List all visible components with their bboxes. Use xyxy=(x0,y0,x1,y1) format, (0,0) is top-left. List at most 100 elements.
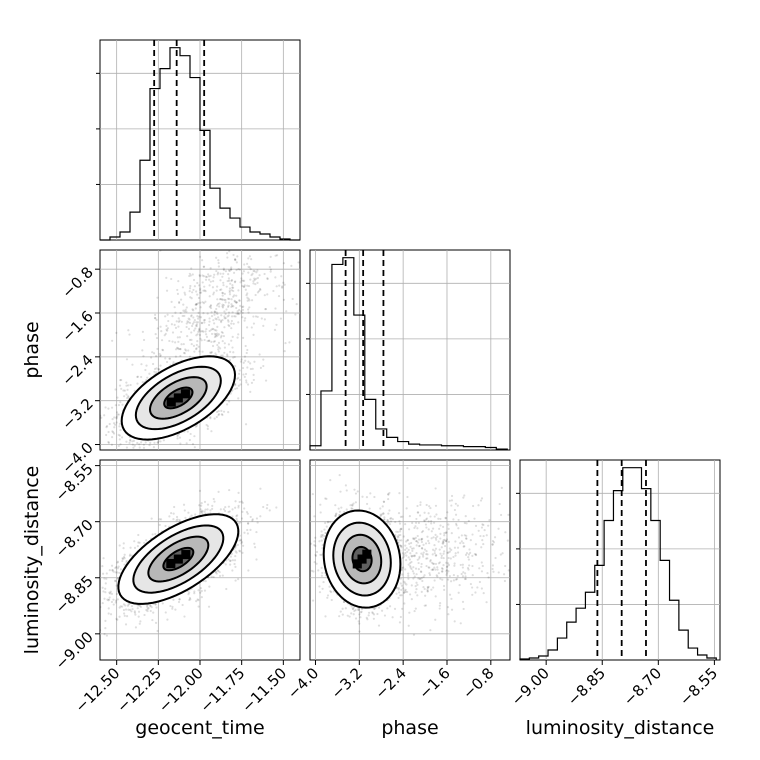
sample-point xyxy=(237,522,240,525)
sample-point xyxy=(273,328,277,331)
sample-point xyxy=(235,517,238,520)
sample-point xyxy=(200,321,203,324)
sample-point xyxy=(194,303,197,306)
sample-point xyxy=(137,615,140,618)
sample-point xyxy=(214,352,217,355)
sample-point xyxy=(223,346,226,349)
sample-point xyxy=(228,291,231,294)
sample-point xyxy=(147,606,150,610)
sample-point xyxy=(156,327,159,330)
sample-point xyxy=(245,379,248,382)
sample-point xyxy=(429,515,432,518)
sample-point xyxy=(221,574,224,577)
sample-point xyxy=(217,333,221,336)
sample-point xyxy=(203,318,207,322)
sample-point xyxy=(275,285,278,288)
sample-point xyxy=(229,282,232,285)
sample-point xyxy=(235,312,238,315)
sample-point xyxy=(235,306,238,310)
sample-point xyxy=(230,303,233,306)
sample-point xyxy=(181,286,185,289)
sample-point xyxy=(252,333,255,336)
sample-point xyxy=(117,444,120,448)
sample-point xyxy=(406,590,409,594)
sample-point xyxy=(354,608,357,612)
sample-point xyxy=(201,350,204,353)
sample-point xyxy=(134,626,138,629)
sample-point xyxy=(98,578,100,580)
sample-point xyxy=(115,584,118,587)
sample-point xyxy=(200,501,203,505)
sample-point xyxy=(123,612,126,615)
sample-point xyxy=(232,286,235,289)
sample-point xyxy=(234,387,237,391)
sample-point xyxy=(197,589,200,592)
sample-point xyxy=(245,510,249,514)
sample-point xyxy=(338,615,341,618)
sample-point xyxy=(174,311,177,314)
sample-point xyxy=(104,591,107,594)
sample-point xyxy=(150,356,153,359)
sample-point xyxy=(218,318,221,321)
sample-point xyxy=(247,569,250,572)
sample-point xyxy=(123,553,126,556)
sample-point xyxy=(235,387,239,390)
sample-point xyxy=(187,317,190,320)
sample-point xyxy=(216,332,219,335)
sample-point xyxy=(159,518,163,521)
sample-point xyxy=(206,312,209,315)
sample-point xyxy=(253,277,256,280)
sample-point xyxy=(165,324,168,328)
sample-point xyxy=(123,614,126,617)
sample-point xyxy=(241,308,245,312)
sample-point xyxy=(258,274,261,277)
sample-point xyxy=(181,314,184,318)
sample-point xyxy=(283,283,286,286)
sample-point xyxy=(220,330,223,334)
sample-point xyxy=(178,598,181,601)
sample-point xyxy=(156,441,160,444)
sample-point xyxy=(244,288,247,291)
sample-point xyxy=(176,292,180,295)
sample-point xyxy=(116,567,120,570)
sample-point xyxy=(260,317,263,320)
sample-point xyxy=(131,443,134,446)
density-core xyxy=(173,393,183,403)
sample-point xyxy=(201,274,204,277)
sample-point xyxy=(175,519,178,522)
sample-point xyxy=(140,375,143,379)
sample-point xyxy=(195,334,198,337)
sample-point xyxy=(155,606,158,609)
sample-point xyxy=(189,284,192,288)
sample-point xyxy=(235,301,238,304)
sample-point xyxy=(215,335,218,338)
sample-point xyxy=(220,314,223,317)
sample-point xyxy=(193,350,196,353)
sample-point xyxy=(239,521,242,524)
sample-point xyxy=(184,293,187,296)
sample-point xyxy=(224,563,227,566)
sample-point xyxy=(203,321,206,324)
sample-point xyxy=(406,539,409,542)
sample-point xyxy=(234,364,237,368)
sample-point xyxy=(107,612,110,615)
sample-point xyxy=(187,593,190,596)
sample-point xyxy=(210,315,214,318)
sample-point xyxy=(104,587,107,590)
sample-point xyxy=(160,339,164,342)
sample-point xyxy=(136,604,139,607)
sample-point xyxy=(206,425,209,428)
sample-point xyxy=(186,335,189,338)
sample-point xyxy=(210,311,213,314)
sample-point xyxy=(220,409,223,412)
sample-point xyxy=(165,276,168,279)
sample-point xyxy=(212,340,215,343)
sample-point xyxy=(177,347,180,350)
sample-point xyxy=(123,557,126,560)
sample-point xyxy=(245,241,247,243)
sample-point xyxy=(178,436,182,439)
sample-point xyxy=(149,441,152,444)
sample-point xyxy=(230,322,233,325)
sample-point xyxy=(125,559,128,563)
sample-point xyxy=(193,329,196,332)
